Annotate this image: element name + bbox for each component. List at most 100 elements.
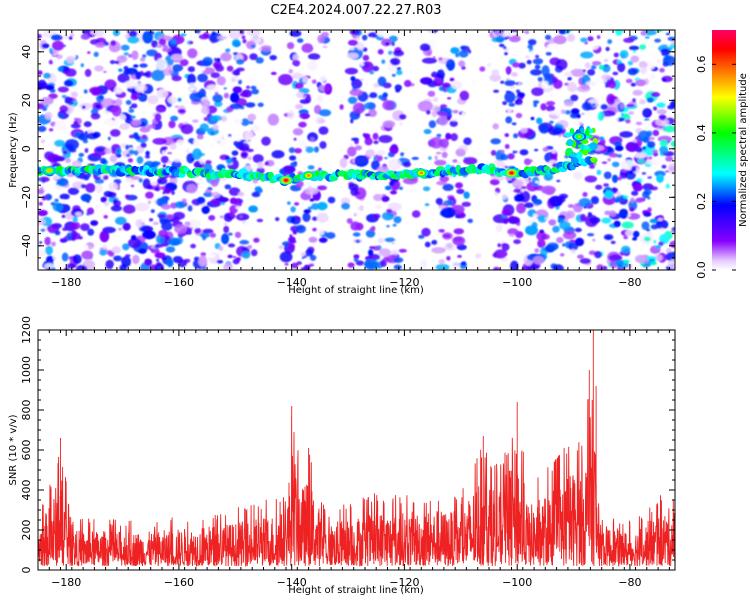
heatmap-cell	[393, 216, 402, 224]
heatmap-cell	[381, 194, 387, 197]
heatmap-cell	[654, 38, 661, 43]
heatmap-cell	[294, 82, 304, 90]
heatmap-cell	[142, 31, 154, 44]
heatmap-cell	[104, 47, 108, 52]
heatmap-cell	[202, 235, 207, 241]
heatmap-cell	[62, 199, 66, 205]
heatmap-cell	[501, 242, 507, 247]
heatmap-cell	[617, 176, 622, 181]
heatmap-cell	[346, 52, 359, 59]
heatmap-cell	[388, 158, 402, 171]
heatmap-cell	[619, 170, 628, 179]
heatmap-cell	[435, 197, 443, 205]
heatmap-cell	[418, 234, 425, 239]
heatmap-cell	[228, 211, 234, 217]
heatmap-cell	[355, 145, 362, 151]
heatmap-cell	[318, 109, 332, 117]
heatmap-cell	[580, 51, 594, 59]
heatmap-cell	[554, 108, 562, 117]
heatmap-cell	[495, 224, 503, 233]
heatmap-cell	[288, 236, 296, 243]
heatmap-cell	[130, 184, 135, 188]
heatmap-cell	[83, 89, 88, 94]
heatmap-cell	[218, 245, 224, 251]
heatmap-cell	[139, 126, 151, 133]
heatmap-cell	[120, 143, 127, 148]
heatmap-cell	[589, 217, 601, 224]
heatmap-cell	[647, 141, 656, 149]
heatmap-cell	[381, 59, 386, 64]
heatmap-cell	[468, 49, 472, 54]
heatmap-cell	[53, 139, 66, 147]
heatmap-cell	[432, 56, 436, 59]
heatmap-cell	[70, 232, 81, 240]
heatmap-cell	[490, 179, 500, 186]
heatmap-cell	[353, 254, 360, 259]
heatmap-cell	[354, 155, 369, 167]
heatmap-cell	[582, 192, 588, 197]
heatmap-cell	[632, 183, 643, 192]
heatmap-cell	[591, 61, 602, 66]
heatmap-cell	[489, 74, 502, 82]
heatmap-cell	[231, 150, 239, 156]
heatmap-cell	[417, 100, 433, 112]
heatmap-cell	[639, 44, 647, 50]
heatmap-cell	[218, 197, 229, 203]
heatmap-cell	[51, 241, 56, 247]
heatmap-cell	[391, 73, 396, 77]
heatmap-cell	[166, 259, 174, 268]
heatmap-cell	[192, 119, 199, 123]
heatmap-cell	[520, 127, 528, 134]
heatmap-cell	[92, 131, 101, 138]
heatmap-cell	[304, 95, 312, 104]
heatmap-cell	[142, 72, 151, 77]
heatmap-cell	[510, 30, 518, 33]
heatmap-cell	[390, 249, 399, 256]
heatmap-cell	[91, 153, 97, 157]
heatmap-cell	[44, 104, 49, 108]
heatmap-cell	[403, 154, 411, 158]
heatmap-cell	[249, 53, 258, 61]
heatmap-cell	[667, 259, 675, 270]
heatmap-cell	[75, 211, 82, 217]
heatmap-cell	[279, 251, 293, 263]
heatmap-cell	[223, 225, 230, 234]
heatmap-cell	[316, 185, 328, 191]
y-tick-label: 400	[20, 480, 33, 501]
heatmap-cell	[117, 227, 123, 231]
heatmap-cell	[291, 72, 304, 80]
heatmap-cell	[199, 123, 209, 132]
heatmap-cell	[123, 52, 130, 56]
heatmap-cell	[122, 204, 136, 214]
heatmap-cell	[44, 193, 53, 201]
heatmap-cell	[507, 180, 514, 184]
heatmap-cell	[386, 225, 390, 228]
heatmap-cell	[216, 76, 226, 86]
heatmap-cell	[304, 187, 319, 195]
heatmap-cell	[627, 60, 634, 66]
heatmap-cell	[390, 57, 401, 66]
heatmap-cell	[250, 126, 261, 132]
chart-title: C2E4.2024.007.22.27.R03	[270, 3, 441, 18]
heatmap-cell	[576, 114, 581, 119]
heatmap-cell	[447, 97, 452, 100]
heatmap-cell	[180, 33, 187, 37]
heatmap-cell	[119, 264, 127, 270]
heatmap-cell	[239, 215, 243, 219]
heatmap-cell	[584, 62, 591, 69]
heatmap-cell	[509, 125, 514, 130]
heatmap-cell	[287, 243, 295, 250]
heatmap-cell	[81, 250, 94, 260]
heatmap-cell	[566, 33, 576, 42]
heatmap-cell	[52, 251, 61, 261]
heatmap-cell	[631, 165, 637, 172]
heatmap-cell	[514, 99, 523, 106]
heatmap-cell	[316, 212, 329, 223]
heatmap-cell	[511, 122, 517, 126]
heatmap-cell	[493, 89, 500, 93]
heatmap-cell	[385, 42, 390, 46]
heatmap-cell	[467, 218, 474, 223]
heatmap-cell	[230, 75, 239, 83]
heatmap-cell	[179, 59, 189, 67]
heatmap-cell	[118, 68, 123, 72]
